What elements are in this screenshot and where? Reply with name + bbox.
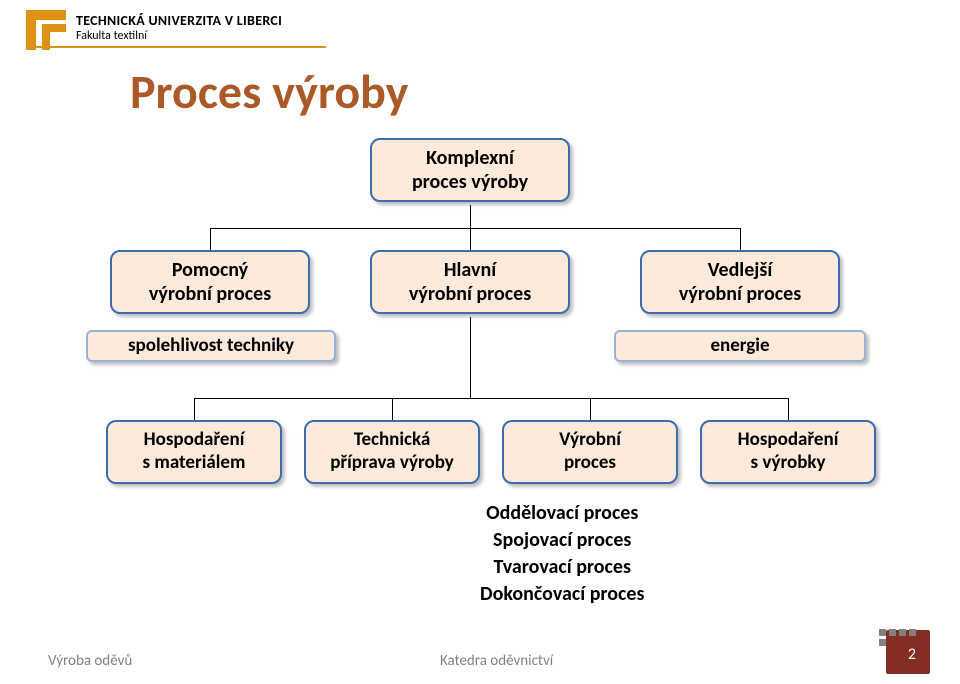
node-l1a: Pomocnývýrobní proces [110,250,310,314]
node-l1c: Vedlejšívýrobní proces [640,250,840,314]
university-name: TECHNICKÁ UNIVERZITA V LIBERCI [76,12,282,29]
node-l2c: Výrobníproces [502,420,678,484]
connector [210,228,211,250]
connector [590,398,591,420]
footer-decor-sq [899,629,906,636]
node-l2d: Hospodařenís výrobky [700,420,876,484]
process-list-item: Tvarovací proces [480,554,644,581]
footer-decor-sq [879,629,886,636]
page-title: Proces výroby [130,62,408,121]
footer-decor-sq [889,629,896,636]
connector [740,228,741,250]
connector [470,205,471,228]
footer-left: Výroba oděvů [48,652,132,670]
footer-center: Katedra oděvnictví [440,652,553,670]
connector [788,398,789,420]
process-list: Oddělovací procesSpojovací procesTvarova… [480,500,644,608]
faculty-name: Fakulta textilní [76,29,282,43]
footer-decor-sq [879,639,886,646]
logo-icon [26,10,66,50]
node-sub_right: energie [614,330,866,362]
node-l2b: Technickápříprava výroby [304,420,480,484]
process-list-item: Dokončovací proces [480,581,644,608]
connector [392,398,393,420]
connector [194,398,195,420]
connector [194,398,788,399]
footer-page-num: 2 [908,645,916,664]
header: TECHNICKÁ UNIVERZITA V LIBERCI Fakulta t… [26,10,282,50]
connector [470,228,471,250]
process-list-item: Spojovací proces [480,527,644,554]
connector [210,228,740,229]
process-list-item: Oddělovací proces [480,500,644,527]
node-l2a: Hospodařenís materiálem [106,420,282,484]
connector [470,317,471,398]
node-l1b: Hlavnívýrobní proces [370,250,570,314]
footer-decor-sq [909,629,916,636]
header-underline [26,46,326,48]
node-root: Komplexníproces výroby [370,138,570,202]
node-sub_left: spolehlivost techniky [86,330,336,362]
